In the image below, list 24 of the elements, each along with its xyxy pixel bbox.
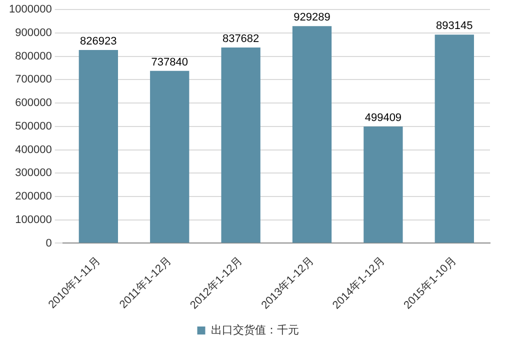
bar (150, 70, 190, 243)
data-label: 929289 (294, 12, 330, 24)
y-tick-label: 1000000 (8, 4, 52, 16)
bar (364, 126, 403, 243)
y-tick-label: 0 (46, 237, 52, 250)
data-label: 737840 (151, 56, 188, 68)
data-label: 499409 (364, 112, 402, 124)
y-tick-label: 100000 (15, 214, 52, 226)
y-tick-label: 800000 (15, 50, 52, 62)
y-tick-label: 300000 (15, 167, 52, 180)
y-tick-label: 600000 (15, 97, 52, 110)
legend-label: 出口交货值：千元 (210, 324, 299, 337)
bar (78, 50, 118, 243)
y-tick-label: 200000 (15, 190, 52, 203)
y-tick-label: 900000 (15, 26, 52, 39)
y-tick-label: 500000 (15, 120, 52, 132)
bar (292, 26, 332, 243)
data-label: 837682 (222, 33, 260, 46)
bar (221, 48, 260, 243)
data-label: 893145 (436, 20, 473, 32)
data-label: 826923 (80, 36, 117, 48)
bar (434, 34, 474, 243)
y-tick-label: 700000 (15, 74, 52, 86)
y-tick-label: 400000 (15, 144, 52, 156)
